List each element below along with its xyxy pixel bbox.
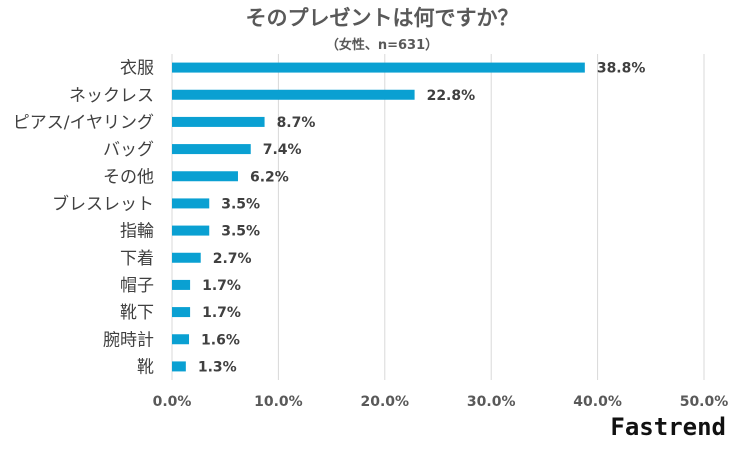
value-label: 6.2% [250, 169, 289, 185]
brand-logo: Fastrend [610, 413, 726, 441]
value-label: 1.7% [202, 305, 241, 321]
value-label: 38.8% [597, 61, 646, 77]
bar [172, 62, 585, 73]
chart-subtitle: （女性、n=631） [326, 37, 438, 53]
bar [172, 361, 186, 372]
value-label: 1.7% [202, 278, 241, 294]
category-label: ネックレス [69, 86, 154, 106]
category-label: バッグ [103, 140, 154, 160]
category-label: 衣服 [120, 59, 154, 79]
category-label: その他 [103, 167, 154, 187]
x-tick-label: 0.0% [153, 394, 192, 410]
category-label: ブレスレット [52, 193, 154, 214]
category-label: 靴下 [120, 303, 154, 323]
bar [172, 252, 201, 263]
category-label: 靴 [137, 357, 154, 377]
category-label: 帽子 [120, 276, 154, 296]
x-tick-label: 50.0% [680, 394, 729, 410]
grid-lines [171, 54, 705, 380]
bar [172, 171, 238, 182]
x-tick-label: 40.0% [573, 394, 622, 410]
x-tick-label: 30.0% [467, 394, 516, 410]
category-label: 腕時計 [103, 330, 154, 350]
bar [172, 307, 191, 318]
category-label: 指輪 [120, 222, 154, 242]
value-label: 1.6% [201, 332, 240, 348]
bar [172, 144, 251, 155]
value-label: 22.8% [427, 88, 476, 104]
value-label: 3.5% [221, 224, 260, 240]
x-tick-label: 20.0% [361, 394, 410, 410]
bar [172, 89, 415, 100]
value-labels: 38.8% 22.8% 8.7% 7.4% 6.2% 3.5% 3.5% 2.7% 1.7% 1.… [198, 61, 646, 376]
bar [172, 116, 265, 127]
bar [172, 279, 191, 290]
x-axis-tick-labels: 0.0% 10.0% 20.0% 30.0% 40.0% 50.0% [153, 394, 729, 410]
value-label: 7.4% [263, 142, 302, 158]
category-label: 下着 [120, 249, 154, 269]
bars [172, 62, 585, 372]
bar [172, 334, 190, 345]
value-label: 2.7% [213, 251, 252, 267]
value-label: 8.7% [277, 115, 316, 131]
bar [172, 225, 210, 236]
bar [172, 198, 210, 209]
value-label: 1.3% [198, 359, 237, 375]
chart-title: そのプレゼントは何ですか？ [246, 6, 519, 30]
value-label: 3.5% [221, 196, 260, 212]
category-label: ピアス/イヤリング [13, 113, 154, 133]
x-tick-label: 10.0% [254, 394, 303, 410]
